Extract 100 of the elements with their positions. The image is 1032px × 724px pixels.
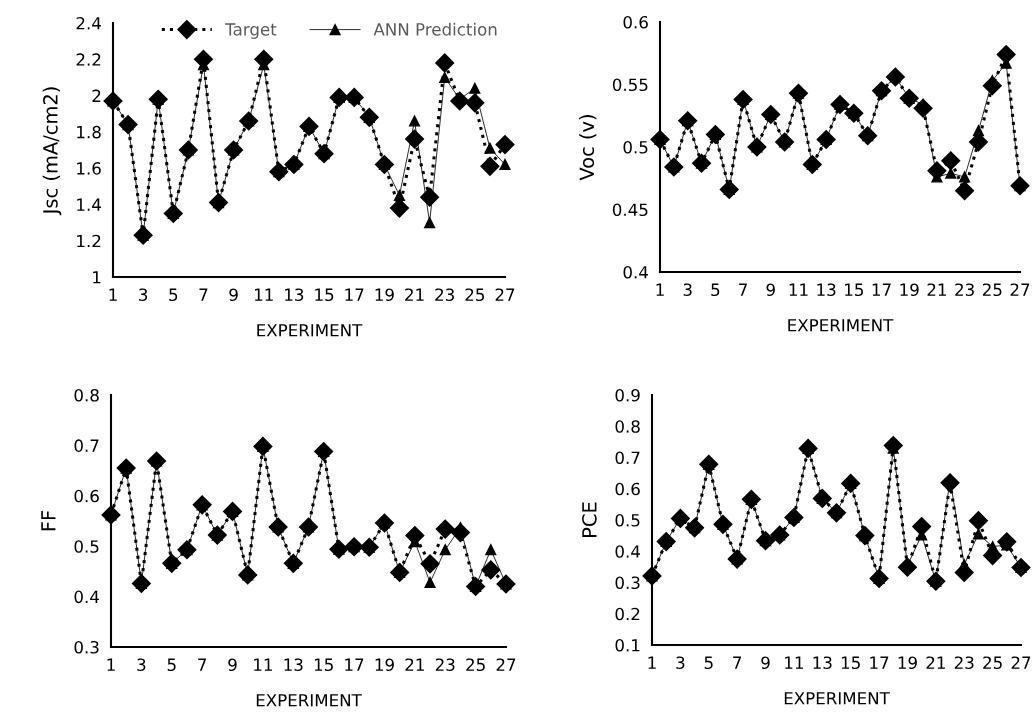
point bbox=[408, 115, 421, 127]
point bbox=[439, 544, 451, 556]
y-tick-label: 0.3 bbox=[615, 576, 640, 590]
x-tick-label: 21 bbox=[405, 288, 424, 301]
point bbox=[955, 181, 975, 201]
y-tick-label: 0.4 bbox=[615, 545, 640, 558]
x-tick-label: 1 bbox=[107, 658, 115, 671]
x-tick-label: 23 bbox=[954, 656, 974, 670]
x-tick-label: 27 bbox=[496, 658, 516, 671]
x-tick-label: 5 bbox=[704, 656, 713, 670]
y-axis-title: FF bbox=[41, 510, 56, 531]
x-tick-label: 21 bbox=[926, 656, 945, 669]
x-axis-title: EXPERIMENT bbox=[256, 694, 362, 707]
x-tick-label: 7 bbox=[198, 658, 207, 671]
x-tick-label: 1 bbox=[648, 656, 656, 669]
y-tick-label: 0.6 bbox=[623, 15, 648, 29]
x-axis-title: EXPERIMENT bbox=[257, 324, 363, 337]
y-tick-label: 0.4 bbox=[74, 590, 99, 604]
y-axis-title: Voc (v) bbox=[579, 115, 597, 181]
x-tick-label: 25 bbox=[466, 658, 485, 672]
x-axis-title: EXPERIMENT bbox=[788, 319, 894, 332]
y-tick-label: 0.4 bbox=[623, 265, 648, 279]
x-tick-label: 23 bbox=[955, 283, 974, 297]
point bbox=[420, 554, 440, 574]
x-tick-label: 9 bbox=[228, 658, 237, 672]
y-tick-label: 0.45 bbox=[612, 203, 648, 217]
x-tick-label: 17 bbox=[872, 283, 891, 296]
y-tick-label: 0.2 bbox=[615, 607, 640, 621]
point bbox=[485, 544, 497, 556]
point bbox=[393, 189, 406, 201]
y-tick-label: 0.7 bbox=[615, 451, 640, 465]
x-tick-label: 11 bbox=[785, 656, 803, 669]
x-tick-label: 3 bbox=[676, 656, 685, 670]
y-tick-label: 2.2 bbox=[76, 53, 101, 66]
x-tick-label: 15 bbox=[315, 288, 334, 302]
x-tick-label: 5 bbox=[711, 283, 720, 297]
point bbox=[959, 171, 971, 183]
x-tick-label: 19 bbox=[900, 283, 919, 297]
y-tick-label: 1 bbox=[93, 271, 101, 284]
y-tick-label: 0.8 bbox=[615, 420, 640, 433]
x-tick-label: 15 bbox=[845, 283, 863, 297]
y-tick-label: 1.2 bbox=[77, 234, 101, 248]
y-tick-label: 0.3 bbox=[74, 640, 99, 654]
y-tick-label: 1.6 bbox=[77, 162, 101, 175]
y-tick-label: 2 bbox=[92, 89, 101, 102]
point bbox=[987, 541, 999, 553]
x-tick-label: 5 bbox=[169, 288, 178, 302]
x-tick-label: 1 bbox=[656, 283, 664, 296]
x-tick-label: 17 bbox=[870, 656, 889, 669]
point bbox=[424, 217, 436, 229]
x-tick-label: 9 bbox=[761, 656, 770, 670]
x-tick-label: 11 bbox=[789, 283, 808, 296]
x-tick-label: 17 bbox=[345, 658, 364, 671]
x-tick-label: 15 bbox=[314, 658, 333, 672]
x-tick-label: 21 bbox=[927, 283, 946, 296]
x-tick-label: 25 bbox=[983, 656, 1002, 670]
y-tick-label: 0.7 bbox=[74, 439, 99, 452]
x-tick-label: 13 bbox=[813, 656, 832, 670]
x-tick-label: 9 bbox=[766, 283, 775, 297]
x-tick-label: 21 bbox=[405, 658, 424, 671]
x-tick-label: 11 bbox=[255, 288, 273, 301]
x-tick-label: 5 bbox=[167, 658, 176, 672]
point bbox=[941, 151, 961, 171]
x-tick-label: 27 bbox=[1010, 283, 1030, 296]
y-tick-label: 0.6 bbox=[615, 482, 640, 496]
x-tick-label: 27 bbox=[1011, 656, 1031, 669]
point bbox=[972, 528, 984, 540]
x-tick-label: 13 bbox=[285, 288, 304, 302]
point bbox=[996, 44, 1016, 65]
y-tick-label: 0.55 bbox=[612, 78, 648, 92]
x-tick-label: 23 bbox=[435, 658, 455, 672]
y-tick-label: 1.4 bbox=[77, 198, 101, 211]
x-axis-title: EXPERIMENT bbox=[784, 692, 890, 705]
x-tick-label: 13 bbox=[284, 658, 303, 672]
x-tick-label: 11 bbox=[254, 658, 272, 671]
x-tick-label: 7 bbox=[733, 656, 742, 669]
point bbox=[972, 125, 985, 137]
point bbox=[435, 53, 455, 73]
x-tick-label: 3 bbox=[137, 658, 146, 672]
point bbox=[435, 519, 455, 539]
point bbox=[480, 156, 500, 176]
legend-label: Target bbox=[225, 23, 277, 39]
y-tick-label: 0.1 bbox=[615, 638, 640, 652]
x-tick-label: 13 bbox=[817, 283, 836, 297]
x-tick-label: 25 bbox=[465, 288, 484, 302]
y-axis-title: Jsc (mA/cm2) bbox=[42, 87, 62, 216]
x-tick-label: 19 bbox=[375, 288, 394, 302]
point bbox=[424, 576, 436, 589]
point bbox=[469, 82, 481, 94]
y-tick-label: 0.9 bbox=[615, 388, 640, 402]
y-tick-label: 0.8 bbox=[74, 388, 99, 402]
x-tick-label: 19 bbox=[898, 656, 917, 670]
x-tick-label: 9 bbox=[229, 288, 238, 302]
x-tick-label: 1 bbox=[109, 288, 117, 301]
y-tick-label: 2.4 bbox=[76, 16, 101, 30]
legend-label: ANN Prediction bbox=[373, 22, 497, 36]
y-tick-label: 0.5 bbox=[623, 140, 648, 154]
point bbox=[389, 198, 409, 218]
y-tick-label: 1.8 bbox=[77, 125, 101, 139]
x-tick-label: 3 bbox=[139, 288, 148, 302]
